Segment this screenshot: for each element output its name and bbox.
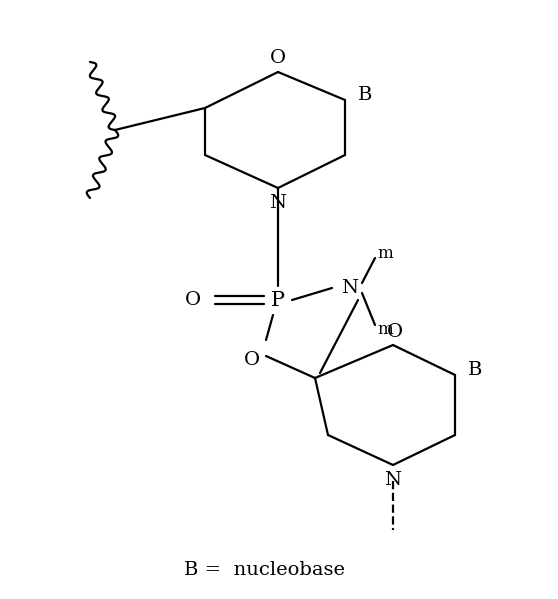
Text: N: N bbox=[341, 279, 358, 297]
Text: m: m bbox=[377, 322, 393, 338]
Text: O: O bbox=[387, 323, 403, 341]
Text: N: N bbox=[384, 471, 402, 489]
Text: O: O bbox=[270, 49, 286, 67]
Text: B =  nucleobase: B = nucleobase bbox=[185, 561, 345, 579]
Text: B: B bbox=[468, 361, 482, 379]
Text: P: P bbox=[271, 291, 285, 310]
Text: O: O bbox=[185, 291, 201, 309]
Text: m: m bbox=[377, 244, 393, 262]
Text: B: B bbox=[358, 86, 372, 104]
Text: O: O bbox=[244, 351, 260, 369]
Text: N: N bbox=[270, 194, 286, 212]
